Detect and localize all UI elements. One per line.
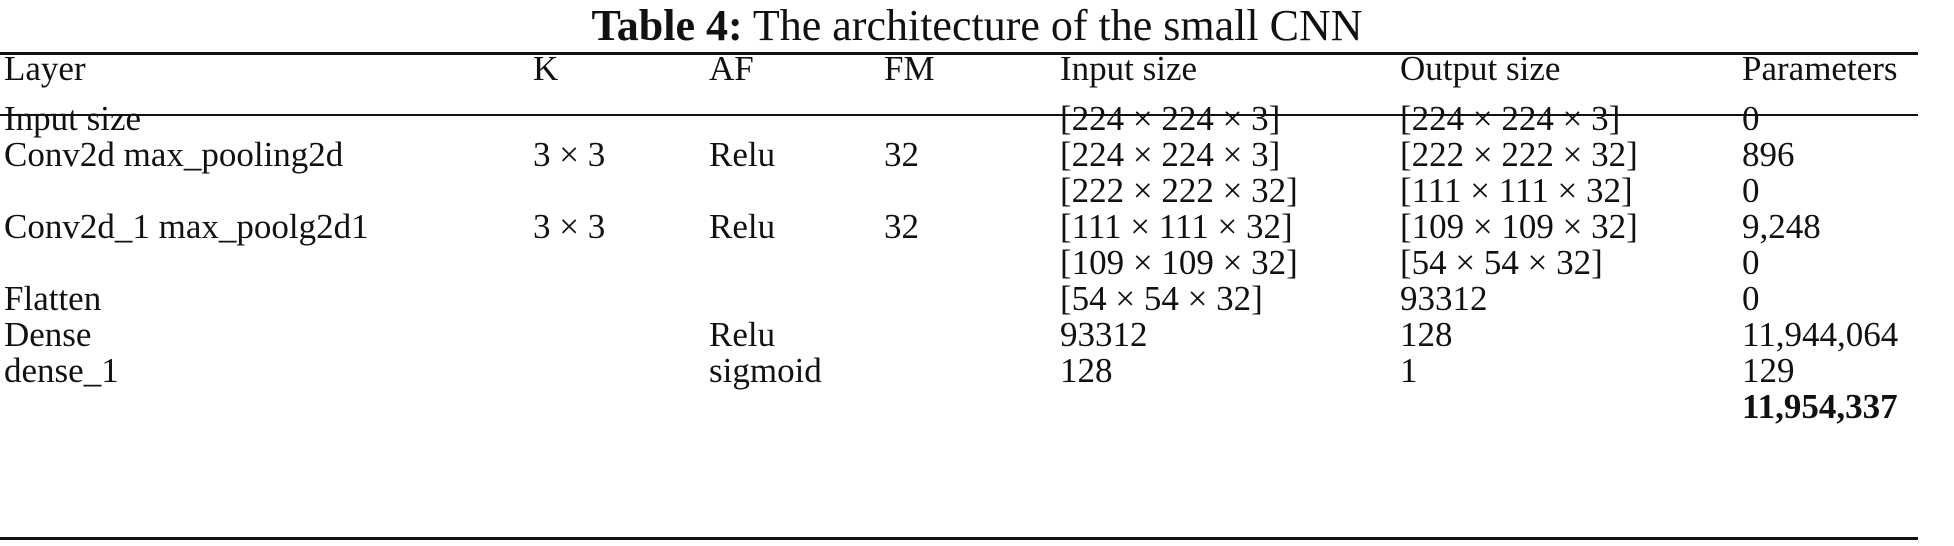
header-parameters: Parameters (1742, 49, 1898, 88)
table-row: [109 × 109 × 32] [54 × 54 × 32] 0 (0, 241, 1918, 285)
cell-parameters: 0 (1742, 279, 1760, 318)
cell-input-size: [109 × 109 × 32] (1060, 243, 1298, 282)
cell-output-size: [54 × 54 × 32] (1400, 243, 1603, 282)
cell-parameters: 129 (1742, 351, 1795, 390)
cell-output-size: [224 × 224 × 3] (1400, 99, 1621, 138)
cell-input-size: 93312 (1060, 315, 1148, 354)
header-output-size: Output size (1400, 49, 1561, 88)
cell-fm: 32 (884, 135, 919, 174)
cell-k: 3 × 3 (533, 135, 606, 174)
cell-parameters: 11,944,064 (1742, 315, 1899, 354)
header-af: AF (709, 49, 754, 88)
header-k: K (533, 49, 559, 88)
cell-k: 3 × 3 (533, 207, 606, 246)
table-row: dense_1 sigmoid 128 1 129 (0, 349, 1918, 393)
table-header-row: Layer K AF FM Input size Output size Par… (0, 47, 1918, 91)
header-fm: FM (884, 49, 935, 88)
table-row: Input size [224 × 224 × 3] [224 × 224 × … (0, 97, 1918, 141)
cell-layer: Flatten (4, 279, 102, 318)
cell-af: Relu (709, 315, 776, 354)
table-caption-label: Table 4: (591, 1, 743, 50)
cell-af: sigmoid (709, 351, 822, 390)
cell-input-size: [54 × 54 × 32] (1060, 279, 1263, 318)
table-row: Conv2d_1 max_poolg2d1 3 × 3 Relu 32 [111… (0, 205, 1918, 249)
cell-layer: Input size (4, 99, 142, 138)
cell-output-size: 128 (1400, 315, 1453, 354)
total-parameters: 11,954,337 (1742, 387, 1898, 426)
table-total-row: 11,954,337 (0, 385, 1918, 429)
cell-input-size: [224 × 224 × 3] (1060, 99, 1281, 138)
cell-output-size: [109 × 109 × 32] (1400, 207, 1638, 246)
cell-parameters: 9,248 (1742, 207, 1821, 246)
cell-input-size: [224 × 224 × 3] (1060, 135, 1281, 174)
cell-output-size: [222 × 222 × 32] (1400, 135, 1638, 174)
table-caption: Table 4: The architecture of the small C… (0, 0, 1954, 52)
table-row: Dense Relu 93312 128 11,944,064 (0, 313, 1918, 357)
table-top-rule (0, 52, 1918, 55)
cell-parameters: 896 (1742, 135, 1795, 174)
cell-parameters: 0 (1742, 171, 1760, 210)
table-row: Conv2d max_pooling2d 3 × 3 Relu 32 [224 … (0, 133, 1918, 177)
header-input-size: Input size (1060, 49, 1198, 88)
table-header-rule (0, 114, 1918, 116)
cell-input-size: 128 (1060, 351, 1113, 390)
cell-output-size: 1 (1400, 351, 1418, 390)
cell-output-size: 93312 (1400, 279, 1488, 318)
cell-input-size: [222 × 222 × 32] (1060, 171, 1298, 210)
cell-parameters: 0 (1742, 243, 1760, 282)
cell-af: Relu (709, 135, 776, 174)
table-caption-text: The architecture of the small CNN (752, 1, 1363, 50)
cell-fm: 32 (884, 207, 919, 246)
table-bottom-rule (0, 537, 1918, 540)
cell-parameters: 0 (1742, 99, 1760, 138)
cell-input-size: [111 × 111 × 32] (1060, 207, 1293, 246)
cell-layer: Conv2d_1 max_poolg2d1 (4, 207, 369, 246)
cell-af: Relu (709, 207, 776, 246)
cell-layer: Conv2d max_pooling2d (4, 135, 344, 174)
header-layer: Layer (4, 49, 86, 88)
cell-layer: dense_1 (4, 351, 119, 390)
table-row: Flatten [54 × 54 × 32] 93312 0 (0, 277, 1918, 321)
cell-layer: Dense (4, 315, 92, 354)
cell-output-size: [111 × 111 × 32] (1400, 171, 1633, 210)
table-row: [222 × 222 × 32] [111 × 111 × 32] 0 (0, 169, 1918, 213)
